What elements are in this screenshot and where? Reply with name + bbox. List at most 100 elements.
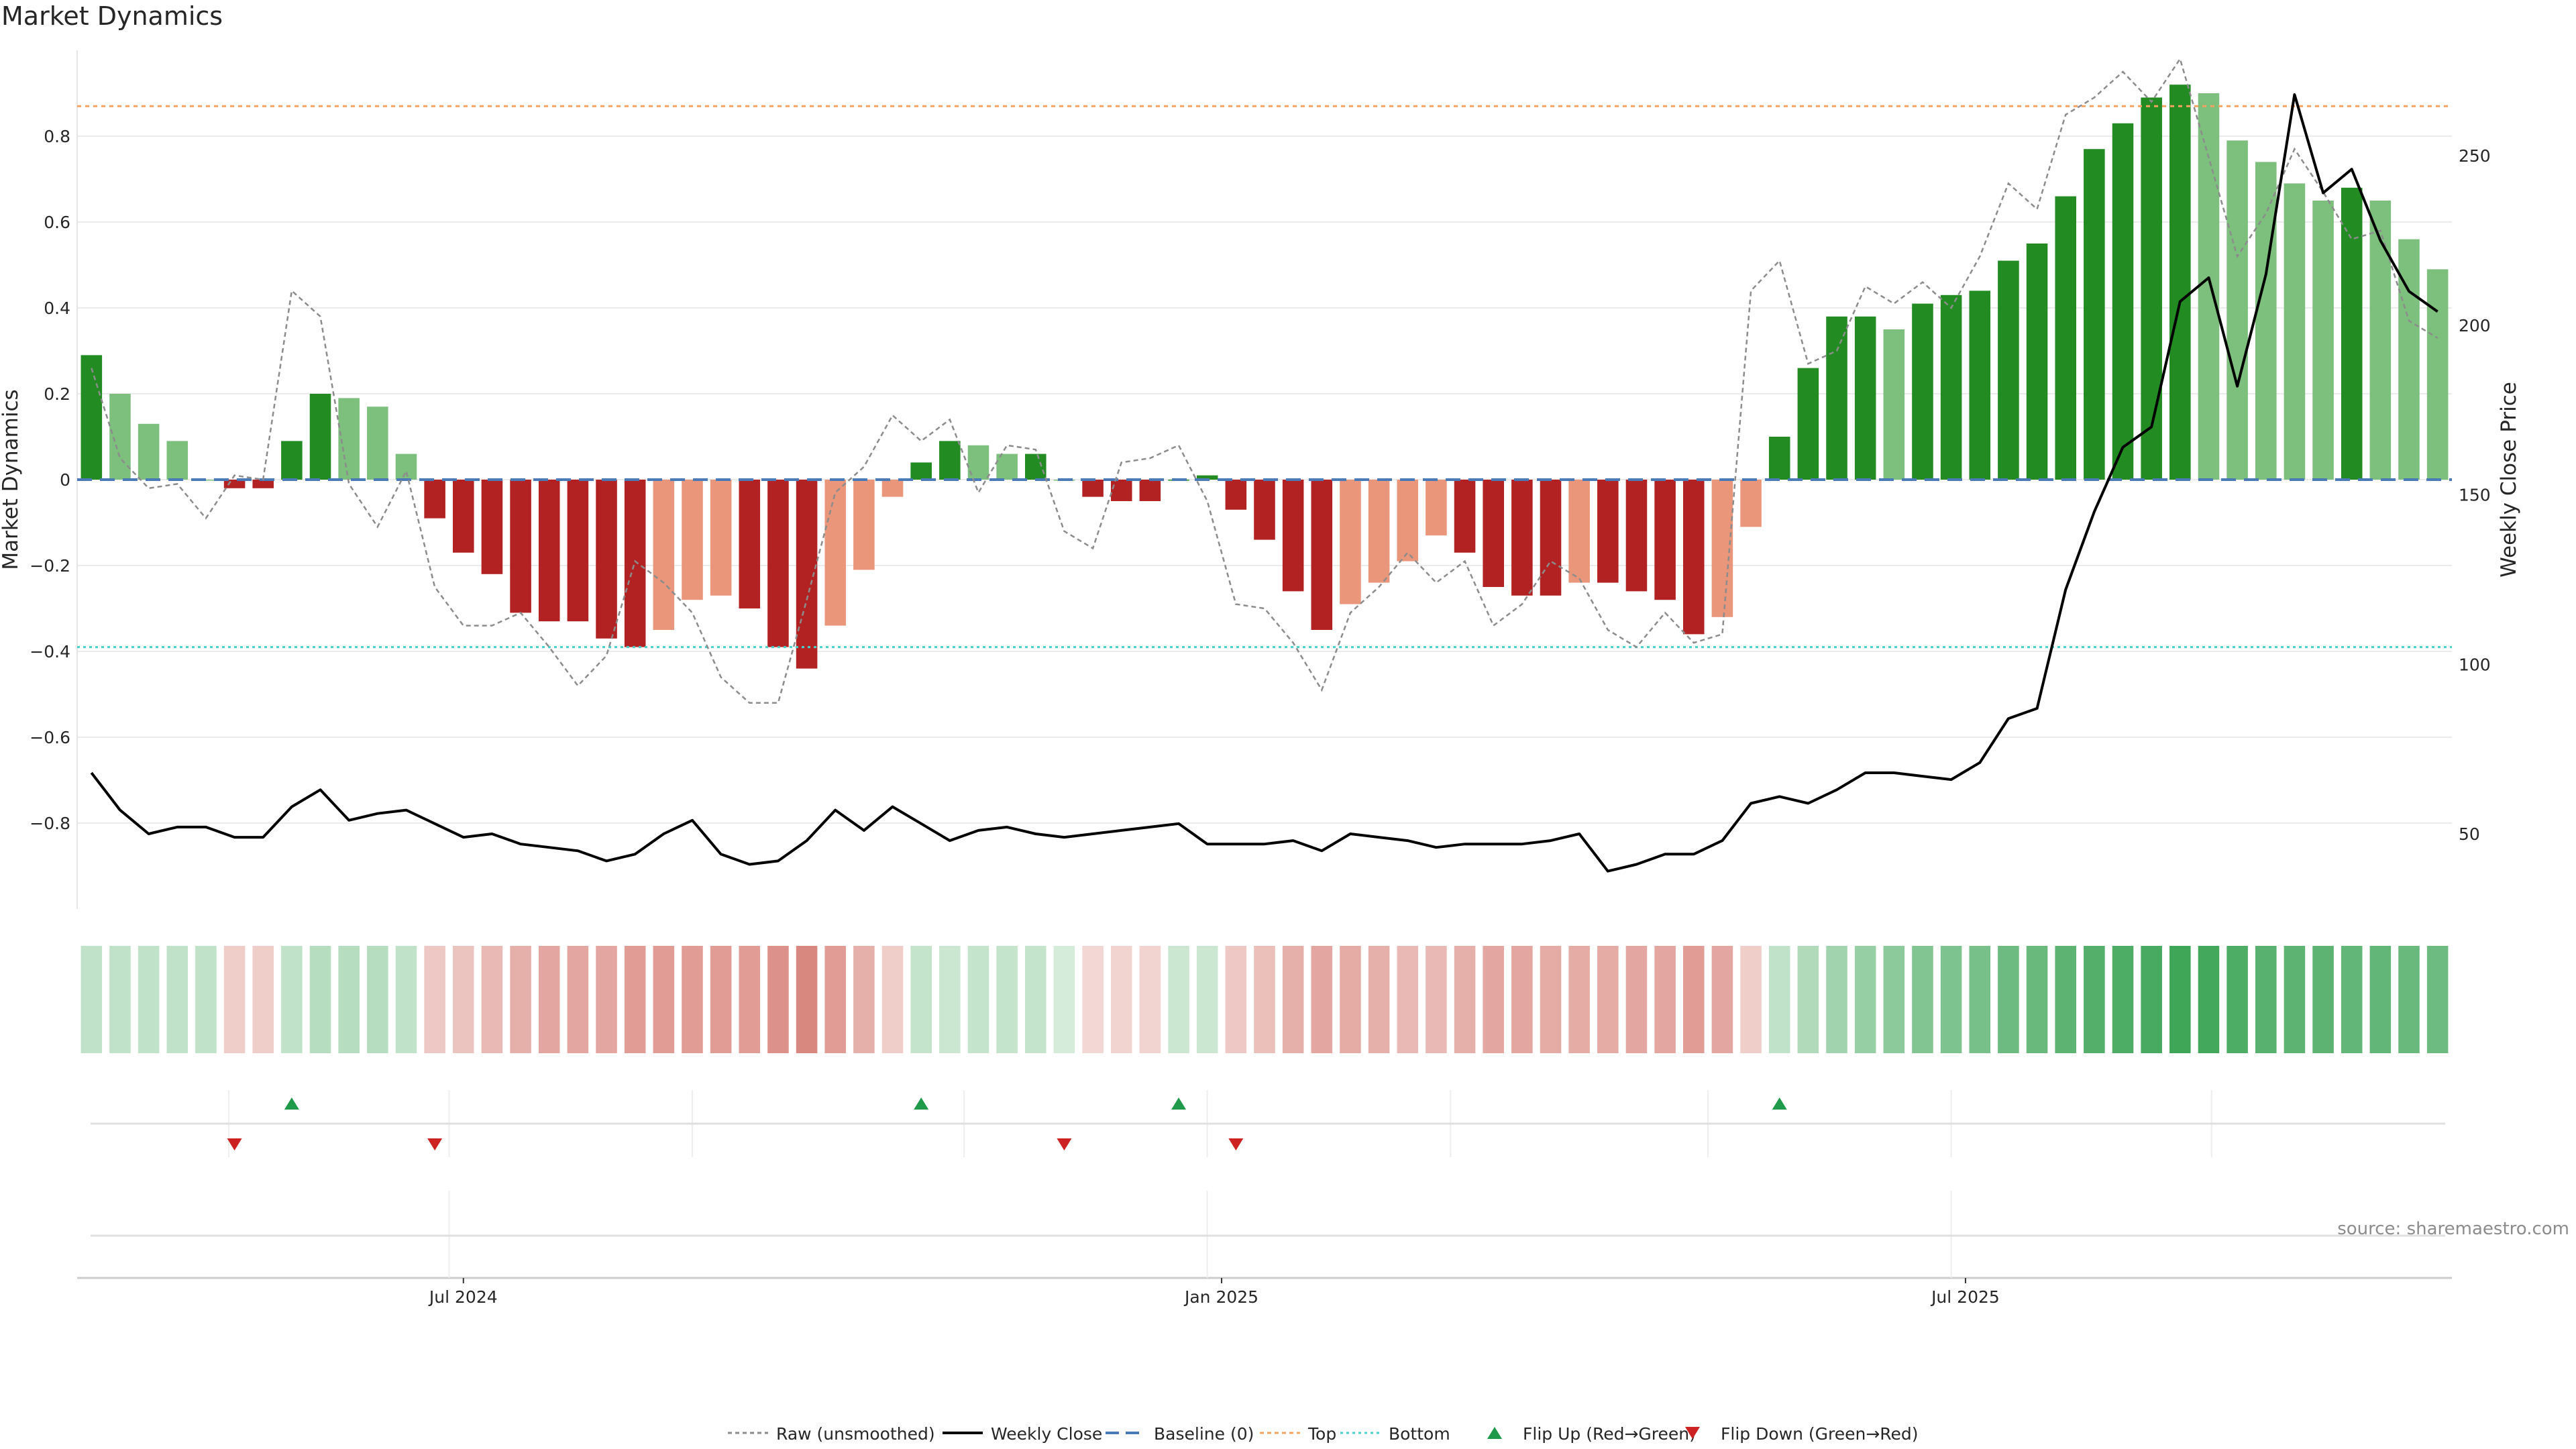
strip-cell bbox=[2398, 946, 2420, 1053]
strip-cell bbox=[1368, 946, 1390, 1053]
weekly-close-line bbox=[90, 93, 2438, 873]
strip-cell bbox=[1854, 946, 1876, 1053]
bar bbox=[1625, 480, 1648, 592]
strip-cell bbox=[2312, 946, 2334, 1053]
bar bbox=[1311, 480, 1333, 630]
bar bbox=[309, 394, 331, 480]
strip-cell bbox=[710, 946, 732, 1053]
bar bbox=[1540, 480, 1562, 596]
y2-tick-label: 100 bbox=[2459, 655, 2491, 674]
bar bbox=[1426, 480, 1447, 536]
strip-cell bbox=[853, 946, 875, 1053]
strip-cell bbox=[453, 946, 474, 1053]
legend-label: Bottom bbox=[1389, 1424, 1450, 1444]
raw-line bbox=[91, 56, 2438, 704]
flip-up-marker bbox=[914, 1097, 929, 1110]
strip-cell bbox=[2141, 946, 2162, 1053]
bar bbox=[739, 480, 761, 608]
strip-cell bbox=[1768, 946, 1790, 1053]
strip-cell bbox=[281, 946, 303, 1053]
y-tick-label: −0.6 bbox=[30, 728, 70, 747]
strip-cell bbox=[195, 946, 217, 1053]
strip-cell bbox=[338, 946, 360, 1053]
bar bbox=[2255, 162, 2277, 480]
y-tick-label: 0.4 bbox=[44, 299, 70, 318]
bar bbox=[109, 394, 131, 480]
flip-markers-panel bbox=[91, 1090, 2445, 1157]
bar bbox=[2084, 149, 2105, 480]
y2-tick-label: 150 bbox=[2459, 486, 2491, 505]
bar bbox=[1139, 480, 1161, 501]
strip-cell bbox=[109, 946, 131, 1053]
strip-cell bbox=[510, 946, 531, 1053]
bar bbox=[653, 480, 675, 630]
legend: Raw (unsmoothed) Weekly Close Baseline (0)… bbox=[728, 1424, 1919, 1444]
flip-up-marker bbox=[1772, 1097, 1787, 1110]
strip-cell bbox=[1597, 946, 1619, 1053]
chart-title: Market Dynamics bbox=[1, 1, 223, 31]
bar bbox=[1511, 480, 1533, 596]
strip-cell bbox=[824, 946, 847, 1053]
legend-item-flipup: Flip Up (Red→Green) bbox=[1487, 1424, 1696, 1444]
x-tick-label: Jan 2025 bbox=[1183, 1287, 1258, 1307]
x-tick-labels: Jul 2024 Jan 2025 Jul 2025 bbox=[428, 1278, 2000, 1307]
bar bbox=[1082, 480, 1104, 497]
strip-cell bbox=[2198, 946, 2220, 1053]
strip-cell bbox=[424, 946, 445, 1053]
bar bbox=[252, 480, 274, 488]
strip-cell bbox=[1797, 946, 1819, 1053]
bar bbox=[2426, 269, 2449, 480]
bar bbox=[395, 453, 417, 480]
bar bbox=[2284, 183, 2306, 480]
strip-cell bbox=[2112, 946, 2134, 1053]
bar bbox=[1883, 329, 1905, 480]
bar bbox=[481, 480, 503, 574]
strip-cell bbox=[1196, 946, 1218, 1053]
strip-cell bbox=[2255, 946, 2277, 1053]
source-note: source: sharemaestro.com bbox=[2337, 1219, 2569, 1239]
bar bbox=[453, 480, 474, 553]
strip-cell bbox=[1340, 946, 1361, 1053]
bar bbox=[1368, 480, 1390, 583]
strip-cell bbox=[1511, 946, 1533, 1053]
strip-cell bbox=[1826, 946, 1847, 1053]
strip-cell bbox=[653, 946, 675, 1053]
bar bbox=[1998, 260, 2019, 480]
bar bbox=[510, 480, 531, 613]
strip-cell bbox=[1397, 946, 1419, 1053]
y2-axis-label: Weekly Close Price bbox=[2497, 382, 2521, 578]
bar bbox=[2169, 85, 2191, 480]
legend-flipdown-swatch bbox=[1685, 1427, 1700, 1439]
strip-cell bbox=[1883, 946, 1905, 1053]
legend-label: Top bbox=[1307, 1424, 1336, 1444]
bar bbox=[710, 480, 732, 596]
strip-cell bbox=[1540, 946, 1562, 1053]
strip-cell bbox=[739, 946, 761, 1053]
strip-cell bbox=[1168, 946, 1189, 1053]
legend-item-baseline: Baseline (0) bbox=[1106, 1424, 1254, 1444]
bar bbox=[338, 398, 360, 480]
strip-cell bbox=[1483, 946, 1504, 1053]
strip-cell bbox=[2426, 946, 2449, 1053]
bar bbox=[1912, 303, 1933, 480]
reference-lines bbox=[77, 105, 2452, 649]
bar bbox=[1483, 480, 1504, 587]
bar bbox=[281, 441, 303, 480]
strip-cell bbox=[395, 946, 417, 1053]
strip-cell bbox=[309, 946, 331, 1053]
flip-down-marker bbox=[227, 1138, 242, 1150]
bar bbox=[1682, 480, 1705, 635]
bar bbox=[596, 480, 617, 639]
bar bbox=[853, 480, 875, 570]
bar bbox=[1854, 316, 1876, 480]
legend-item-flipdown: Flip Down (Green→Red) bbox=[1685, 1424, 1919, 1444]
bar bbox=[1568, 480, 1590, 583]
strip-cell bbox=[1998, 946, 2019, 1053]
bar bbox=[2141, 97, 2162, 480]
legend-label: Flip Up (Red→Green) bbox=[1523, 1424, 1696, 1444]
y2-tick-labels: 250 200 150 100 50 bbox=[2459, 146, 2491, 844]
strip-cell bbox=[1254, 946, 1275, 1053]
bar bbox=[996, 453, 1018, 480]
bar bbox=[767, 480, 789, 647]
y2-tick-label: 50 bbox=[2459, 824, 2480, 844]
